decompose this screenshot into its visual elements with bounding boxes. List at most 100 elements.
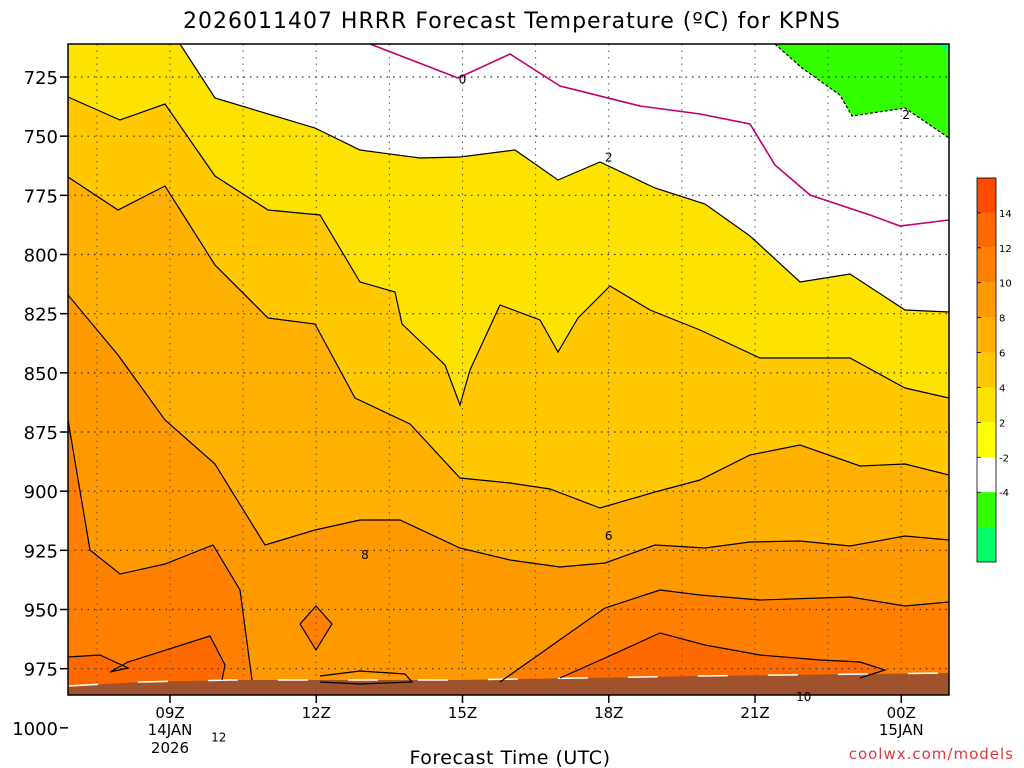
- gridlines: [68, 44, 949, 695]
- colorbar-tick-label: 14: [999, 209, 1012, 220]
- plot-frame: [67, 43, 950, 696]
- colorbar-tick-label: 4: [999, 383, 1005, 394]
- y-tick-label: 725: [24, 68, 58, 89]
- contour-label: 8: [361, 548, 369, 562]
- contour-label: 2: [605, 150, 613, 164]
- contour-line: [319, 670, 414, 685]
- y-tick: 800: [24, 246, 68, 267]
- credit-link[interactable]: coolwx.com/models: [849, 745, 1014, 763]
- x-tick-label: 09Z: [155, 704, 184, 722]
- colorbar-tick-label: -4: [999, 488, 1009, 499]
- contour-label: 12: [211, 730, 226, 744]
- colorbar-bin: [977, 527, 996, 562]
- colorbar-bin: [977, 387, 996, 423]
- contour-label-text: 10: [796, 690, 811, 704]
- y-tick: 725: [24, 68, 68, 89]
- colorbar-bin: [977, 352, 996, 388]
- y-tick-label: 900: [24, 482, 58, 503]
- colorbar-frame: [976, 177, 997, 563]
- colorbar-bin: [977, 247, 996, 283]
- colorbar-tick-label: -2: [999, 453, 1009, 464]
- colorbar-bin: [977, 282, 996, 318]
- band-minus2-to-2: [68, 44, 949, 312]
- contour-label-text: 12: [211, 730, 226, 744]
- surface-pressure-line: [68, 672, 949, 687]
- y-tick-label: 825: [24, 305, 58, 326]
- colorbar-bin: [977, 422, 996, 458]
- band-below-minus4: [938, 44, 949, 54]
- band-14-to-16-secondary: [560, 633, 885, 678]
- y-tick-label: 1000: [12, 719, 58, 740]
- y-tick: 825: [24, 305, 68, 326]
- band-12-to-14-center: [300, 606, 332, 650]
- contour-label: 10: [796, 690, 811, 704]
- contour-line: [559, 632, 887, 679]
- contour-label-text: 0: [459, 72, 467, 86]
- y-tick-label: 950: [24, 601, 58, 622]
- colorbar: 14 12 10 8 6 4 2 -2 -4: [976, 177, 1012, 563]
- y-tick: 875: [24, 423, 68, 444]
- contour-label: 0: [459, 72, 467, 86]
- contour-line: [68, 294, 949, 568]
- x-axis-label: Forecast Time (UTC): [410, 747, 611, 768]
- y-tick: 850: [24, 364, 68, 385]
- contour-line: [299, 605, 333, 652]
- land-surface: [68, 673, 949, 695]
- y-tick-label: 800: [24, 246, 58, 267]
- y-axis-ticks: 725 750 775 800 825 850 875 900 925 950 975 1000: [12, 68, 68, 740]
- colorbar-bin: [977, 212, 996, 248]
- contour-label-text: 6: [605, 529, 613, 543]
- x-tick: 15Z: [448, 695, 477, 722]
- colorbar-bin: [977, 492, 996, 528]
- x-tick-label: 00Z: [887, 704, 916, 722]
- contour-line: [68, 635, 226, 681]
- colorbar-tick-label: 10: [999, 279, 1012, 290]
- contour-label: 6: [605, 529, 613, 543]
- y-tick-label: 750: [24, 127, 58, 148]
- y-tick-label: 775: [24, 186, 58, 207]
- colorbar-tick-label: 8: [999, 314, 1005, 325]
- chart-title: 2026011407 HRRR Forecast Temperature (ºC…: [183, 9, 841, 34]
- colorbar-bin: [977, 178, 996, 213]
- y-tick: 750: [24, 127, 68, 148]
- y-tick: 975: [24, 660, 68, 681]
- y-tick: 775: [24, 186, 68, 207]
- band-14-to-16: [68, 636, 225, 690]
- plot-area: [68, 44, 949, 695]
- y-tick: 900: [24, 482, 68, 503]
- x-tick: 18Z: [594, 695, 623, 722]
- x-tick-label: 12Z: [302, 704, 331, 722]
- zero-contour-line: [369, 44, 949, 227]
- neg2-contour-line: [774, 44, 949, 139]
- x-tick-label: 15Z: [448, 704, 477, 722]
- y-tick: 1000: [12, 719, 68, 740]
- x-tick-label: 21Z: [740, 704, 769, 722]
- contour-line: [179, 44, 949, 313]
- contour-lines: [68, 44, 949, 685]
- contour-line: [68, 96, 949, 407]
- colorbar-tick-label: 2: [999, 418, 1005, 429]
- x-tick: 21Z: [740, 695, 770, 722]
- colorbar-bin: [977, 457, 996, 493]
- band-10-to-12: [68, 420, 252, 690]
- y-tick-label: 875: [24, 423, 58, 444]
- contour-line: [499, 589, 949, 683]
- contour-label-text: 2: [605, 150, 613, 164]
- colorbar-tick-label: 6: [999, 349, 1005, 360]
- colorbar-tick-label: 12: [999, 244, 1012, 255]
- x-tick: 12Z: [302, 695, 331, 722]
- contour-label: 2: [902, 108, 910, 122]
- contour-label-text: 8: [361, 548, 369, 562]
- x-tick-sublabel: 14JAN: [148, 721, 193, 739]
- x-tick-sublabel: 15JAN: [879, 721, 924, 739]
- contour-labels: 0 2 2 6 8 10 12: [211, 72, 910, 744]
- band-below-minus2: [775, 44, 949, 138]
- contour-line: [68, 176, 949, 509]
- contour-label-text: 2: [902, 108, 910, 122]
- y-tick: 950: [24, 601, 68, 622]
- x-tick-label: 18Z: [594, 704, 623, 722]
- y-tick-label: 975: [24, 660, 58, 681]
